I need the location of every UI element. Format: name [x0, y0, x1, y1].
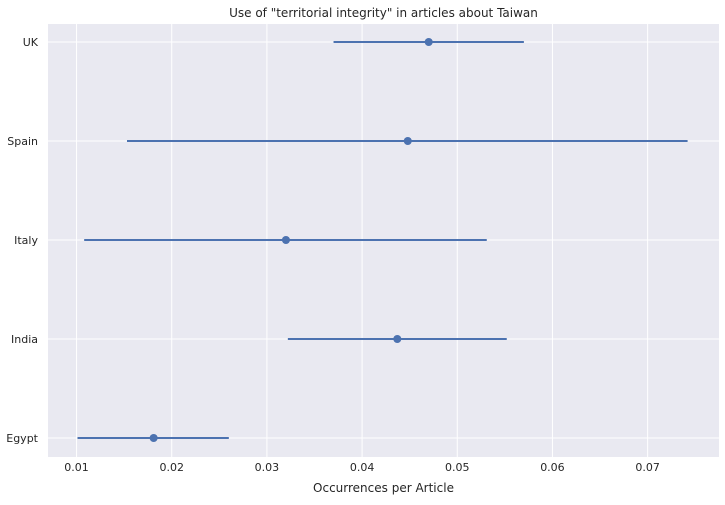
data-series: [77, 38, 688, 442]
y-axis: UK Spain Italy India Egypt: [6, 36, 39, 445]
x-tick-label: 0.05: [445, 461, 470, 474]
data-point: [424, 38, 433, 46]
data-point: [403, 137, 412, 145]
x-tick-label: 0.02: [159, 461, 184, 474]
x-tick-label: 0.07: [635, 461, 660, 474]
x-axis-title: Occurrences per Article: [313, 481, 454, 495]
data-point: [393, 335, 402, 343]
chart-title: Use of "territorial integrity" in articl…: [229, 6, 538, 20]
y-tick-label: India: [11, 333, 38, 346]
data-point: [281, 236, 290, 244]
y-tick-label: Spain: [7, 135, 38, 148]
x-tick-label: 0.03: [255, 461, 280, 474]
x-tick-label: 0.01: [64, 461, 89, 474]
x-tick-label: 0.04: [350, 461, 375, 474]
y-tick-label: UK: [23, 36, 39, 49]
x-tick-label: 0.06: [540, 461, 565, 474]
data-point: [149, 434, 158, 442]
y-tick-label: Italy: [14, 234, 38, 247]
x-axis: 0.01 0.02 0.03 0.04 0.05 0.06 0.07: [64, 461, 660, 474]
y-tick-label: Egypt: [6, 432, 38, 445]
